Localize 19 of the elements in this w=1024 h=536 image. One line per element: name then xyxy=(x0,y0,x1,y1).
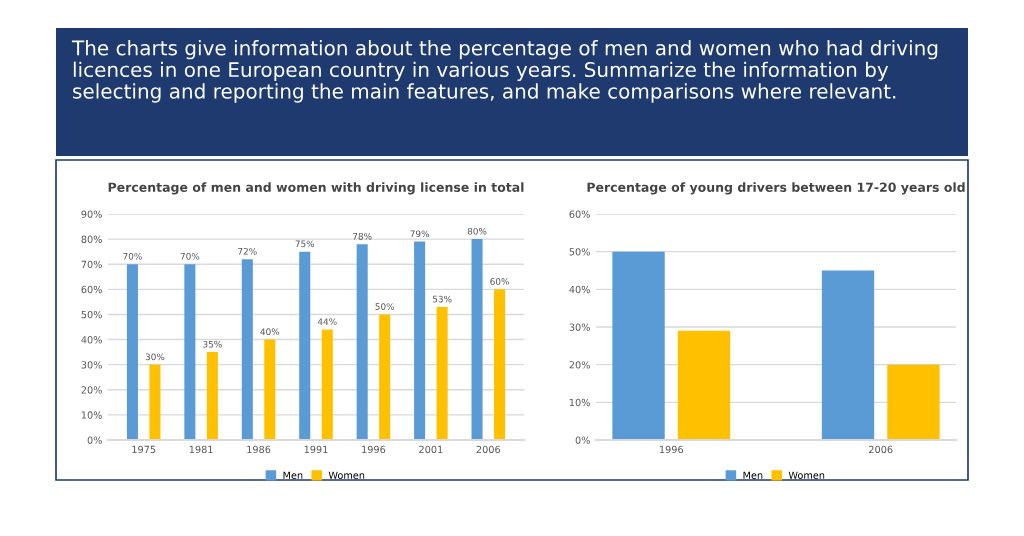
bar xyxy=(494,289,506,440)
bar xyxy=(241,259,253,440)
bar xyxy=(414,241,426,440)
bar xyxy=(821,270,875,440)
bar xyxy=(126,264,138,440)
bar xyxy=(206,352,218,440)
bar xyxy=(321,329,333,440)
bar xyxy=(184,264,196,440)
bar xyxy=(612,251,665,440)
bar xyxy=(677,330,731,440)
bar xyxy=(264,339,276,440)
bar xyxy=(356,244,368,440)
bar xyxy=(149,364,161,440)
bar xyxy=(436,306,448,440)
text: The charts give information about the percentage of men and women who had driving licences in one European country in various years. Summarize the information by selecting and reporting the main features, and make comparisons where relevant. xyxy=(71,40,938,103)
bar xyxy=(887,364,940,440)
bar xyxy=(379,314,391,440)
bar xyxy=(299,251,311,440)
bar xyxy=(471,239,483,440)
